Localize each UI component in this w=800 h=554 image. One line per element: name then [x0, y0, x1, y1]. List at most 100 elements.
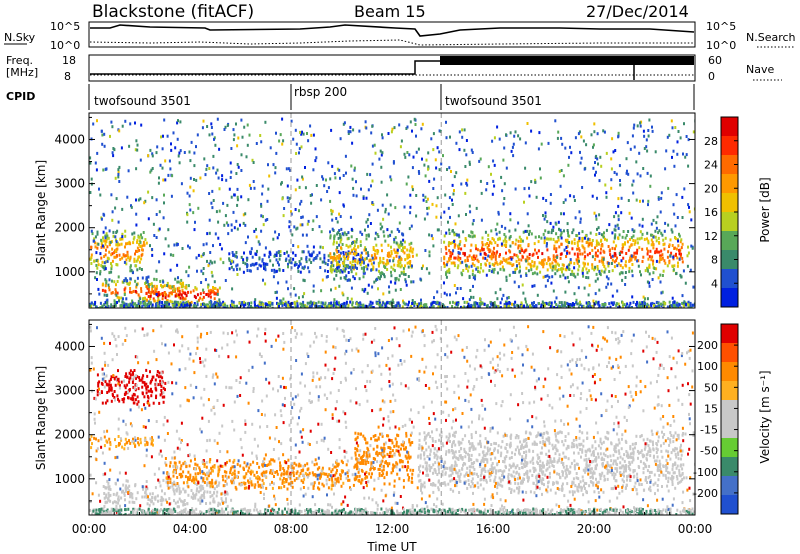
power-cell — [658, 260, 661, 264]
power-cell — [680, 275, 683, 279]
power-cell — [400, 264, 403, 268]
power-cell — [554, 240, 557, 244]
power-cell — [127, 256, 130, 260]
power-cell — [372, 246, 375, 249]
power-cell — [108, 271, 111, 275]
power-cell — [436, 300, 439, 304]
power-cell — [290, 212, 293, 216]
velocity-cell — [315, 462, 318, 466]
velocity-cell — [122, 400, 125, 404]
velocity-cell — [376, 438, 378, 442]
power-cell — [591, 248, 594, 252]
power-cell — [112, 230, 115, 234]
power-cell — [387, 234, 390, 238]
power-cell — [509, 218, 512, 222]
power-cell — [336, 232, 339, 236]
power-cell — [595, 272, 598, 276]
power-cell — [329, 236, 332, 240]
power-cell — [350, 235, 353, 239]
power-cell — [631, 274, 634, 278]
power-cell — [615, 172, 618, 176]
velocity-cell — [149, 389, 152, 393]
power-cell — [290, 261, 293, 265]
power-cell — [342, 305, 345, 308]
power-cell — [675, 271, 678, 275]
velocity-cell — [211, 493, 214, 497]
power-cell — [252, 180, 255, 183]
velocity-cell — [163, 395, 166, 399]
power-cell — [346, 252, 349, 256]
power-cell — [107, 257, 110, 261]
power-cell — [689, 268, 692, 272]
power-cell — [572, 228, 575, 232]
velocity-cell — [141, 385, 144, 389]
power-cell — [138, 266, 141, 270]
power-cell — [539, 270, 542, 274]
power-cell — [562, 267, 564, 271]
power-cell — [681, 301, 684, 305]
velocity-cell — [398, 477, 401, 481]
power-cell — [472, 255, 475, 259]
power-cell — [159, 279, 162, 283]
power-cell — [488, 264, 491, 268]
power-cell — [607, 277, 610, 281]
power-cell — [380, 274, 382, 278]
power-cell — [308, 305, 311, 308]
power-cell — [635, 305, 638, 308]
power-cell — [580, 304, 583, 308]
velocity-cell — [255, 470, 258, 474]
power-cell — [390, 300, 393, 304]
power-cell — [110, 291, 113, 295]
power-cell — [327, 259, 330, 262]
power-cell — [578, 259, 580, 263]
power-cell — [262, 223, 265, 227]
power-cell — [398, 274, 401, 278]
power-cell — [668, 133, 671, 137]
velocity-cell — [111, 392, 114, 396]
power-cell — [380, 180, 383, 184]
velocity-cell — [158, 401, 161, 405]
power-cell — [125, 302, 128, 306]
power-cell — [219, 243, 222, 246]
power-cell — [593, 130, 596, 134]
power-cell — [100, 129, 103, 133]
power-cell — [436, 146, 439, 150]
power-cell — [457, 214, 460, 218]
velocity-cell — [149, 498, 152, 502]
power-cell — [338, 229, 341, 233]
power-cell — [598, 213, 601, 217]
velocity-cell — [267, 463, 270, 467]
power-cell — [457, 244, 460, 248]
power-cell — [462, 230, 465, 234]
velocity-cell — [192, 496, 195, 500]
velocity-cell — [412, 468, 415, 472]
power-cell — [242, 303, 245, 306]
power-cell — [242, 270, 245, 274]
power-cell — [354, 263, 356, 267]
power-cell — [558, 263, 560, 267]
power-cell — [595, 154, 598, 158]
power-cell — [164, 178, 167, 182]
power-cell — [288, 220, 291, 224]
power-cell — [398, 123, 401, 127]
velocity-cell — [90, 446, 93, 450]
velocity-cell — [250, 472, 252, 476]
power-cell — [437, 305, 440, 308]
power-cell — [312, 168, 315, 172]
velocity-cell — [123, 491, 126, 495]
power-cell — [499, 260, 502, 264]
velocity-cell — [138, 378, 141, 382]
power-cell — [639, 174, 642, 178]
power-cell — [575, 234, 578, 237]
power-cell — [310, 301, 313, 305]
velocity-cell — [361, 455, 364, 458]
power-cell — [224, 303, 226, 307]
velocity-cell — [98, 380, 101, 384]
power-cell — [168, 302, 171, 306]
velocity-cell — [169, 485, 172, 489]
power-cell — [95, 305, 97, 308]
power-cell — [263, 265, 266, 269]
power-cell — [397, 260, 400, 264]
